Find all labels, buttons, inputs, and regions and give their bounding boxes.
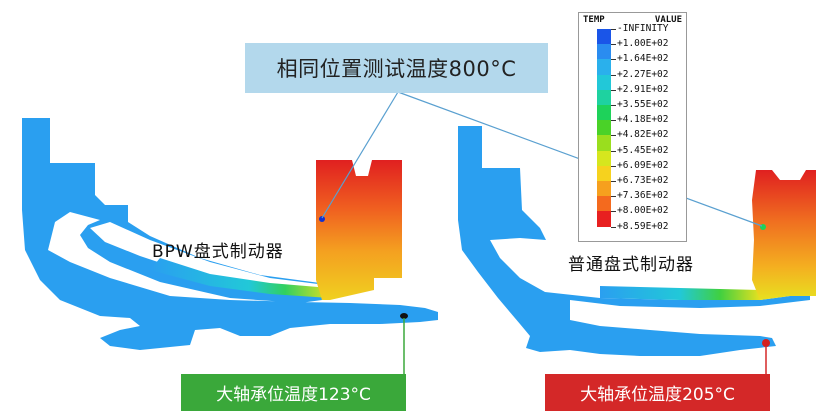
legend-swatch (597, 165, 611, 181)
legend-swatch (597, 89, 611, 105)
legend-tick (611, 211, 616, 213)
legend-level-label: +1.00E+02 (617, 38, 669, 50)
legend-level-label: +6.09E+02 (617, 159, 669, 171)
legend-level-label: +4.18E+02 (617, 114, 669, 126)
legend-title-temp: TEMP (583, 15, 605, 25)
legend-level-label: +1.64E+02 (617, 53, 669, 65)
legend-tick (611, 226, 616, 228)
ordinary-brake-label: 普通盘式制动器 (568, 255, 694, 275)
legend-swatch (597, 29, 611, 45)
legend-swatch (597, 120, 611, 136)
legend-level-label: +2.91E+02 (617, 83, 669, 95)
bpw-test-point (319, 216, 325, 222)
bpw-arm-gradient (150, 258, 330, 298)
legend-level-label: +2.27E+02 (617, 68, 669, 80)
ordinary-hub-body (458, 126, 810, 356)
legend-tick (611, 196, 616, 198)
legend-tick (611, 59, 616, 61)
ordinary-brake-section (458, 126, 816, 356)
legend-level-label: +3.55E+02 (617, 99, 669, 110)
legend-tick (611, 165, 616, 167)
bpw-cavity (90, 222, 318, 290)
ordinary-disc-hot-zone (752, 170, 816, 300)
bpw-bearing-point (400, 313, 408, 319)
legend-tick (611, 120, 616, 122)
bpw-brake-section (22, 118, 438, 350)
ordinary-bearing-temp-tag: 大轴承位温度205°C (545, 374, 770, 411)
legend-level-label: +8.59E+02 (617, 220, 669, 232)
legend-level-label: +6.73E+02 (617, 175, 669, 186)
legend-level-label: +4.82E+02 (617, 129, 669, 141)
legend-swatch (597, 59, 611, 75)
ordinary-arm-gradient (600, 286, 760, 300)
legend-tick (611, 44, 616, 46)
legend-tick (611, 150, 616, 152)
bpw-hub-body (22, 118, 438, 350)
legend-swatch (597, 181, 611, 197)
temperature-legend: TEMP VALUE -INFINITY +1.00E+02 +1.64E+02 +2… (578, 12, 687, 242)
legend-tick (611, 135, 616, 137)
legend-level-label: -INFINITY (617, 23, 669, 34)
legend-level-label: +5.45E+02 (617, 144, 669, 156)
legend-tick (611, 105, 616, 106)
test-temperature-callout: 相同位置测试温度800°C (245, 43, 548, 93)
legend-tick (611, 29, 616, 30)
legend-swatch (597, 196, 611, 212)
bpw-brake-label: BPW盘式制动器 (152, 242, 284, 262)
legend-swatch (597, 135, 611, 151)
bpw-disc-hot-zone (316, 160, 402, 300)
leader-line-left (321, 91, 399, 219)
ordinary-bearing-point (762, 339, 770, 347)
ordinary-test-point (760, 224, 766, 230)
legend-swatch (597, 105, 611, 121)
legend-level-label: +7.36E+02 (617, 190, 669, 202)
legend-level-label: +8.00E+02 (617, 205, 669, 217)
legend-tick (611, 89, 616, 91)
bpw-bearing-temp-tag: 大轴承位温度123°C (181, 374, 406, 411)
legend-swatch (597, 74, 611, 90)
legend-title-value: VALUE (654, 15, 682, 25)
legend-tick (611, 74, 616, 76)
legend-swatch (597, 211, 611, 227)
legend-swatch (597, 44, 611, 60)
legend-swatch (597, 150, 611, 166)
legend-tick (611, 181, 616, 182)
